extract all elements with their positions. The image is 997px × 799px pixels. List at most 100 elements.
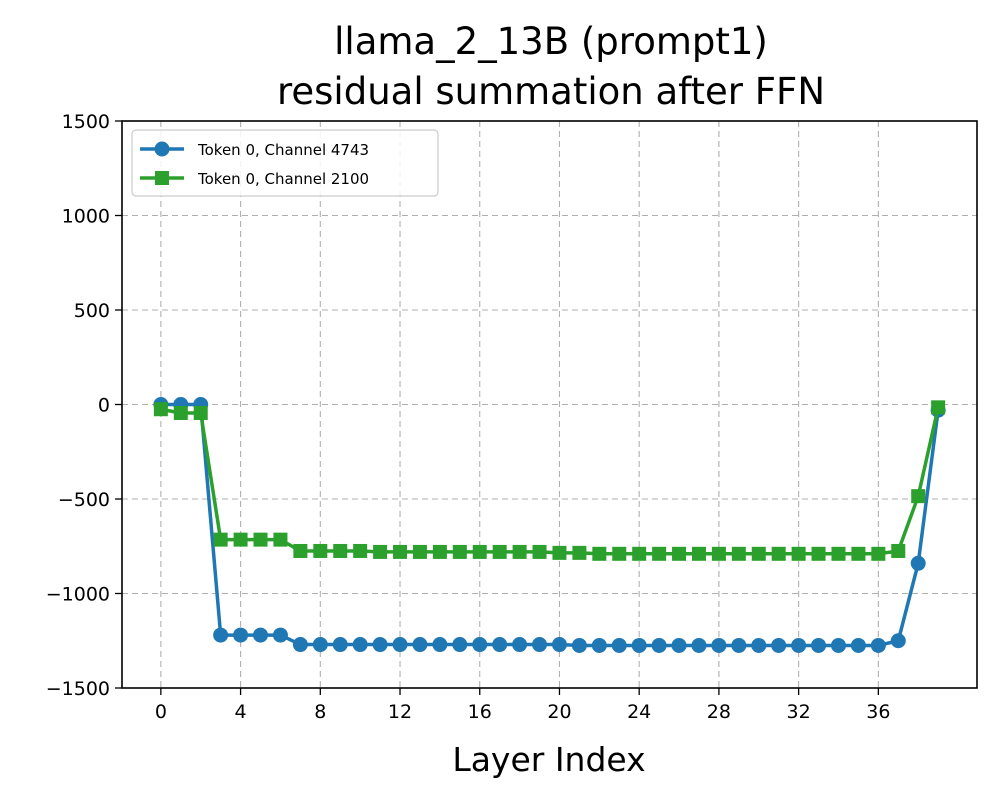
data-point: [612, 546, 627, 561]
data-point: [452, 637, 468, 653]
data-point: [432, 637, 448, 653]
legend-marker-circle: [154, 141, 170, 157]
y-tick-label: −500: [58, 489, 110, 511]
chart-title-line2: residual summation after FFN: [277, 70, 825, 113]
data-point: [272, 627, 288, 643]
data-point: [910, 555, 926, 571]
data-point: [452, 544, 467, 559]
y-tick-label: −1500: [46, 678, 110, 700]
x-tick-label: 4: [235, 701, 247, 723]
legend-label-channel-2100: Token 0, Channel 2100: [197, 170, 369, 188]
data-point: [292, 637, 308, 653]
y-axis-ticks: −1500 −1000 −500 0 500 1000 1500: [46, 111, 122, 700]
data-point: [432, 544, 447, 559]
data-point: [352, 637, 368, 653]
y-tick-label: 500: [74, 300, 110, 322]
x-tick-label: 12: [388, 701, 412, 723]
x-tick-label: 20: [547, 701, 571, 723]
data-point: [213, 627, 229, 643]
data-point: [532, 544, 547, 559]
y-tick-label: 1500: [62, 111, 110, 133]
data-point: [632, 546, 647, 561]
data-point: [312, 637, 328, 653]
series-line-0: [160, 402, 940, 648]
data-point: [711, 637, 727, 653]
data-point: [571, 637, 587, 653]
x-tick-label: 28: [707, 701, 731, 723]
data-point: [273, 532, 288, 547]
data-point: [591, 637, 607, 653]
data-point: [412, 637, 428, 653]
data-point: [213, 532, 228, 547]
data-point: [931, 400, 946, 415]
data-point: [751, 637, 767, 653]
data-point: [771, 546, 786, 561]
data-point: [512, 637, 528, 653]
data-point: [592, 546, 607, 561]
plot-area-frame: [121, 120, 978, 689]
data-point: [472, 544, 487, 559]
data-point: [492, 544, 507, 559]
y-tick-label: 0: [98, 395, 110, 417]
data-point: [672, 546, 687, 561]
data-point: [333, 543, 348, 558]
data-point: [532, 637, 548, 653]
data-point: [631, 637, 647, 653]
data-point: [173, 406, 188, 421]
grid-lines: [122, 121, 977, 688]
data-point: [492, 637, 508, 653]
data-point: [253, 627, 269, 643]
data-point: [911, 489, 926, 504]
x-tick-label: 36: [866, 701, 890, 723]
data-point: [293, 543, 308, 558]
data-point: [332, 637, 348, 653]
data-point: [472, 637, 488, 653]
legend-box: [131, 129, 439, 197]
x-tick-label: 8: [314, 701, 326, 723]
data-point: [512, 544, 527, 559]
chart-title-line1: llama_2_13B (prompt1): [334, 20, 768, 63]
x-tick-label: 24: [627, 701, 651, 723]
data-point: [652, 546, 667, 561]
data-point: [771, 637, 787, 653]
data-point: [651, 637, 667, 653]
data-point: [392, 637, 408, 653]
data-point: [731, 546, 746, 561]
x-tick-label: 16: [468, 701, 492, 723]
data-point: [233, 532, 248, 547]
data-point: [551, 637, 567, 653]
data-point: [373, 544, 388, 559]
data-point: [671, 637, 687, 653]
x-tick-label: 32: [787, 701, 811, 723]
data-point: [372, 637, 388, 653]
data-point: [412, 544, 427, 559]
data-point: [870, 637, 886, 653]
data-point: [313, 543, 328, 558]
data-point: [791, 637, 807, 653]
data-point: [233, 627, 249, 643]
data-point: [831, 546, 846, 561]
x-axis-label: Layer Index: [452, 740, 645, 779]
y-tick-label: −1000: [46, 584, 110, 606]
y-tick-label: 1000: [62, 206, 110, 228]
data-point: [850, 637, 866, 653]
x-axis-ticks: 0 4 8 12 16 20 24 28 32 36: [155, 688, 890, 723]
data-point: [691, 637, 707, 653]
legend-label-channel-4743: Token 0, Channel 4743: [197, 141, 369, 159]
legend-marker-square: [155, 171, 169, 185]
legend: Token 0, Channel 4743 Token 0, Channel 2…: [131, 129, 439, 197]
data-point: [891, 543, 906, 558]
data-point: [711, 546, 726, 561]
data-point: [871, 546, 886, 561]
data-point: [791, 546, 806, 561]
x-tick-label: 0: [155, 701, 167, 723]
data-point: [811, 546, 826, 561]
series-line-1: [160, 406, 940, 556]
data-point: [811, 637, 827, 653]
data-point: [731, 637, 747, 653]
data-point: [751, 546, 766, 561]
data-point: [353, 543, 368, 558]
data-point: [193, 406, 208, 421]
